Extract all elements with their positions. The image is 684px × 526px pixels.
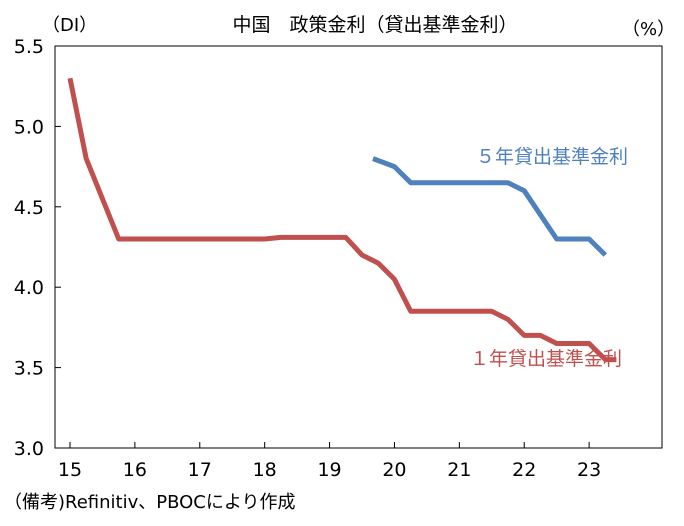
chart-title: 中国 政策金利（貸出基準金利） bbox=[232, 14, 517, 36]
x-tick-label: 18 bbox=[253, 459, 277, 481]
series-line-1yr bbox=[67, 77, 617, 363]
series-lines bbox=[67, 77, 617, 363]
source-note: （備考)Refinitiv、PBOCにより作成 bbox=[4, 492, 296, 513]
x-axis: 15 16 17 18 19 20 21 22 23 bbox=[58, 442, 601, 481]
x-tick-label: 23 bbox=[577, 459, 601, 481]
x-tick-label: 17 bbox=[188, 459, 212, 481]
y-axis-left-unit: （DI） bbox=[42, 15, 97, 36]
x-tick-label: 20 bbox=[382, 459, 406, 481]
series-label-1yr: １年貸出基準金利 bbox=[470, 348, 622, 370]
x-tick-label: 19 bbox=[317, 459, 341, 481]
y-tick-label: 5.0 bbox=[14, 116, 44, 138]
x-tick-label: 15 bbox=[58, 459, 82, 481]
y-tick-label: 4.5 bbox=[14, 197, 44, 219]
series-label-5yr: ５年貸出基準金利 bbox=[476, 146, 628, 168]
y-tick-label: 3.5 bbox=[14, 358, 44, 380]
x-tick-label: 22 bbox=[512, 459, 536, 481]
x-tick-label: 16 bbox=[123, 459, 147, 481]
y-tick-label: 3.0 bbox=[14, 438, 44, 460]
y-axis-right-unit: （%） bbox=[622, 19, 675, 40]
y-axis: 3.0 3.5 4.0 4.5 5.0 5.5 bbox=[14, 36, 61, 460]
series-line-5yr bbox=[372, 156, 608, 257]
y-tick-label: 5.5 bbox=[14, 36, 44, 58]
plot-area bbox=[54, 45, 663, 449]
y-tick-label: 4.0 bbox=[14, 277, 44, 299]
x-tick-label: 21 bbox=[447, 459, 471, 481]
